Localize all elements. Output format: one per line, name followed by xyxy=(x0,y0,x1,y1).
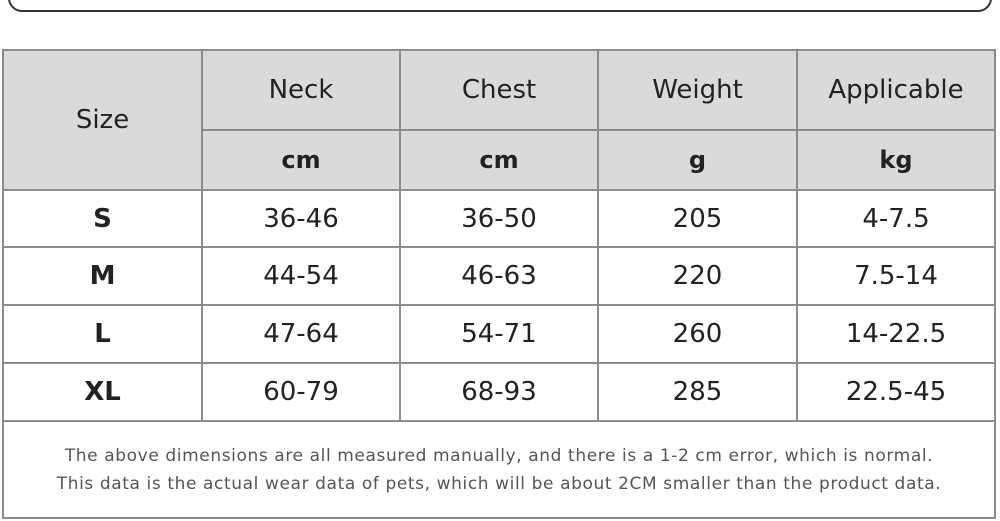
top-box xyxy=(8,0,992,12)
column-header: Applicable xyxy=(798,51,994,129)
value-cell: 14-22.5 xyxy=(798,306,994,362)
note-line: The above dimensions are all measured ma… xyxy=(64,445,934,466)
note-line: This data is the actual wear data of pet… xyxy=(56,473,942,494)
value-cell: 7.5-14 xyxy=(798,248,994,304)
value-cell: 22.5-45 xyxy=(798,364,994,420)
value-cell: 68-93 xyxy=(401,364,597,420)
size-label: XL xyxy=(4,364,201,420)
value-cell: 36-50 xyxy=(401,191,597,246)
value-cell: 260 xyxy=(599,306,796,362)
unit-header: kg xyxy=(798,131,994,189)
value-cell: 54-71 xyxy=(401,306,597,362)
value-cell: 46-63 xyxy=(401,248,597,304)
size-label: L xyxy=(4,306,201,362)
column-header: Neck xyxy=(203,51,399,129)
column-header: Chest xyxy=(401,51,597,129)
value-cell: 36-46 xyxy=(203,191,399,246)
value-cell: 44-54 xyxy=(203,248,399,304)
size-label: S xyxy=(4,191,201,246)
unit-header: cm xyxy=(203,131,399,189)
notes: The above dimensions are all measured ma… xyxy=(4,422,994,517)
size-label: M xyxy=(4,248,201,304)
size-header: Size xyxy=(4,51,201,189)
value-cell: 60-79 xyxy=(203,364,399,420)
size-table: Size Neck Chest Weight Applicable cm cm g kg S 36… xyxy=(2,49,996,519)
value-cell: 220 xyxy=(599,248,796,304)
unit-header: g xyxy=(599,131,796,189)
value-cell: 205 xyxy=(599,191,796,246)
value-cell: 47-64 xyxy=(203,306,399,362)
unit-header: cm xyxy=(401,131,597,189)
value-cell: 4-7.5 xyxy=(798,191,994,246)
value-cell: 285 xyxy=(599,364,796,420)
column-header: Weight xyxy=(599,51,796,129)
